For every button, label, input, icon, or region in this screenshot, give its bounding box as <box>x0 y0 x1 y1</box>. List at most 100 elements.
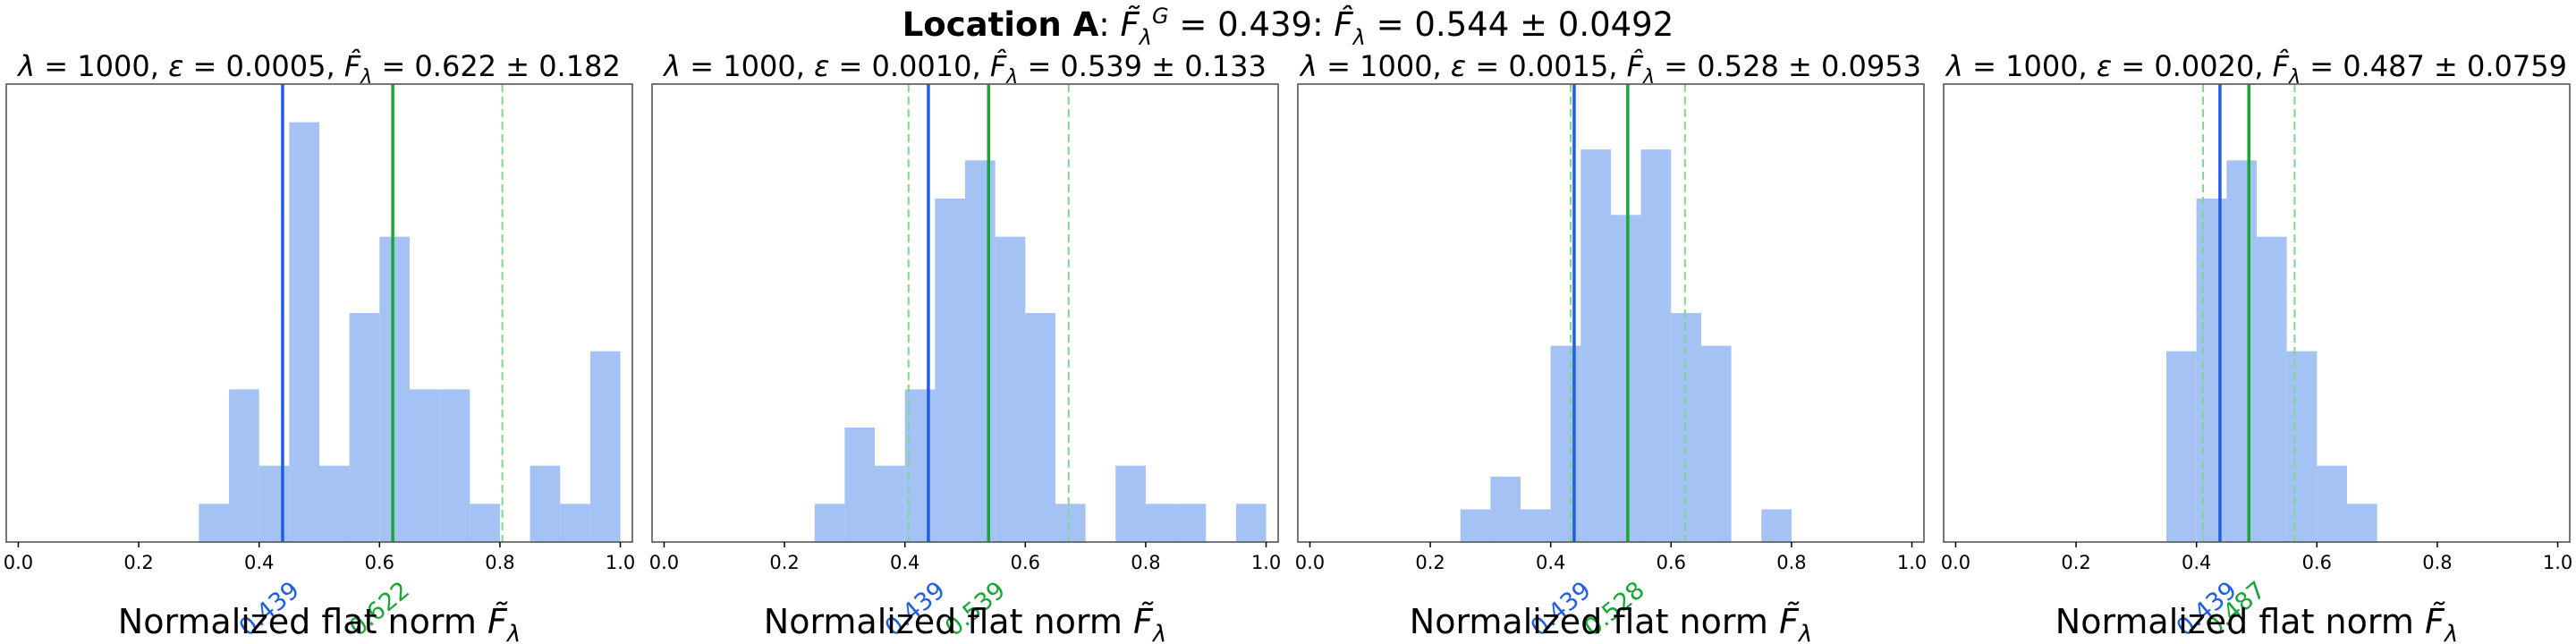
title-estimate-value: = 0.539 ± 0.133 <box>1018 49 1267 83</box>
x-tick-label: 0.0 <box>1941 552 1970 573</box>
x-axis-label-subscript: λ <box>505 621 521 644</box>
plot-frame <box>1943 83 2571 543</box>
x-tick-label: 0.6 <box>1011 552 1040 573</box>
histogram-bar <box>935 199 965 542</box>
histogram-bar <box>1521 509 1551 542</box>
x-tick-label: 0.0 <box>1295 552 1325 573</box>
subplot-title: λ = 1000, ε = 0.0010, F̂λ = 0.539 ± 0.13… <box>662 49 1267 89</box>
title-estimate-subscript: λ <box>2288 66 2301 89</box>
histogram-bar <box>530 465 561 542</box>
x-tick-label: 1.0 <box>1251 552 1281 573</box>
histogram-bar <box>1460 509 1491 542</box>
figure-title: Location A: F̃λG = 0.439: F̂λ = 0.544 ± … <box>902 4 1674 50</box>
histogram-bar <box>1490 476 1521 542</box>
histogram-bar <box>1761 509 1792 542</box>
histogram-bar <box>2286 351 2318 542</box>
title-estimate-value: = 0.487 ± 0.0759 <box>2301 49 2567 83</box>
histogram-bar <box>1115 465 1146 542</box>
x-tick-label: 0.8 <box>1131 552 1160 573</box>
title-lambda-symbol: λ <box>16 49 35 83</box>
subplot-title: λ = 1000, ε = 0.0005, F̂λ = 0.622 ± 0.18… <box>16 49 621 89</box>
histogram-bar <box>1671 313 1701 542</box>
title-estimate-subscript: λ <box>1642 66 1655 89</box>
x-axis-label-text: Normalized flat norm <box>2055 602 2425 641</box>
title-lambda-value: = 1000, <box>1318 49 1451 83</box>
histogram-bar <box>258 465 290 542</box>
plot-frame <box>1297 83 1925 543</box>
title-lambda-symbol: λ <box>1299 49 1318 83</box>
x-axis-label-text: Normalized flat norm <box>1410 602 1779 641</box>
x-axis-label-symbol: F̃ <box>487 602 508 641</box>
title-epsilon-symbol: ε <box>1451 49 1466 83</box>
title-estimate-value: = 0.528 ± 0.0953 <box>1655 49 1921 83</box>
histogram-panels: λ = 1000, ε = 0.0005, F̂λ = 0.622 ± 0.18… <box>4 49 2572 644</box>
title-lambda-value: = 1000, <box>681 49 814 83</box>
x-tick-label: 0.2 <box>2061 552 2090 573</box>
x-axis-label-text: Normalized flat norm <box>118 602 487 641</box>
title-epsilon-symbol: ε <box>168 49 183 83</box>
histogram-bar <box>995 236 1026 542</box>
histogram-bar <box>2226 160 2257 543</box>
title-epsilon-value: = 0.0005, <box>183 49 343 83</box>
x-axis-label: Normalized flat norm F̃λ <box>2055 602 2458 644</box>
histogram-bar <box>589 351 621 542</box>
x-tick-label: 0.0 <box>4 552 33 573</box>
histogram-bar <box>814 504 845 542</box>
histogram-bar <box>289 122 319 542</box>
x-axis-label-subscript: λ <box>2443 621 2458 644</box>
x-axis-label-symbol: F̃ <box>1133 602 1154 641</box>
plot-frame <box>5 83 633 543</box>
title-estimate-subscript: λ <box>1005 66 1018 89</box>
x-axis-label: Normalized flat norm F̃λ <box>1410 602 1812 644</box>
x-tick-label: 1.0 <box>606 552 635 573</box>
title-lambda-symbol: λ <box>1945 49 1963 83</box>
histogram-bar <box>470 504 500 542</box>
histogram-bar <box>1055 504 1086 542</box>
figure-title-estimate-value: 0.544 ± 0.0492 <box>1414 5 1674 44</box>
histogram-bar <box>1611 215 1641 543</box>
histogram-bar <box>349 313 380 542</box>
histogram-panel-3: λ = 1000, ε = 0.0015, F̂λ = 0.528 ± 0.09… <box>1295 49 1927 644</box>
x-tick-label: 0.2 <box>123 552 153 573</box>
figure-title-ground-symbol: F̃ <box>1121 4 1141 44</box>
x-axis-label-subscript: λ <box>1151 621 1166 644</box>
histogram-bar <box>409 389 440 542</box>
title-lambda-value: = 1000, <box>1963 49 2097 83</box>
x-tick-label: 0.2 <box>769 552 799 573</box>
x-axis-label-subscript: λ <box>1797 621 1812 644</box>
figure-title-location: Location A <box>902 5 1099 44</box>
x-tick-label: 0.2 <box>1415 552 1445 573</box>
x-tick-label: 0.6 <box>2302 552 2332 573</box>
subplot-title: λ = 1000, ε = 0.0020, F̂λ = 0.487 ± 0.07… <box>1945 49 2567 89</box>
title-epsilon-value: = 0.0010, <box>829 49 989 83</box>
x-tick-label: 0.8 <box>2422 552 2452 573</box>
x-tick-label: 0.8 <box>1776 552 1806 573</box>
x-tick-label: 0.6 <box>365 552 394 573</box>
x-tick-label: 0.0 <box>649 552 679 573</box>
histogram-bar <box>1700 345 1732 542</box>
x-tick-label: 0.4 <box>244 552 274 573</box>
histogram-bar <box>1235 504 1267 542</box>
x-axis-label: Normalized flat norm F̃λ <box>118 602 521 644</box>
histogram-bar <box>1025 313 1055 542</box>
histogram-bar <box>2257 236 2287 542</box>
x-tick-label: 0.4 <box>2182 552 2211 573</box>
title-epsilon-value: = 0.0015, <box>1466 49 1626 83</box>
title-estimate-symbol: F̂ <box>990 49 1007 83</box>
histogram-panel-1: λ = 1000, ε = 0.0005, F̂λ = 0.622 ± 0.18… <box>4 49 635 644</box>
histogram-panel-2: λ = 1000, ε = 0.0010, F̂λ = 0.539 ± 0.13… <box>649 49 1281 644</box>
histogram-bar <box>2317 465 2347 542</box>
x-axis-label-text: Normalized flat norm <box>764 602 1133 641</box>
title-epsilon-symbol: ε <box>2097 49 2112 83</box>
histogram-bar <box>439 389 470 542</box>
title-estimate-symbol: F̂ <box>2273 49 2290 83</box>
title-lambda-symbol: λ <box>662 49 681 83</box>
x-tick-label: 1.0 <box>2543 552 2572 573</box>
title-estimate-value: = 0.622 ± 0.182 <box>372 49 621 83</box>
histogram-bar <box>199 504 230 542</box>
histogram-bar <box>1640 149 1672 542</box>
histogram-bar <box>2166 351 2197 542</box>
histogram-bar <box>1175 504 1207 542</box>
x-axis-label: Normalized flat norm F̃λ <box>764 602 1166 644</box>
